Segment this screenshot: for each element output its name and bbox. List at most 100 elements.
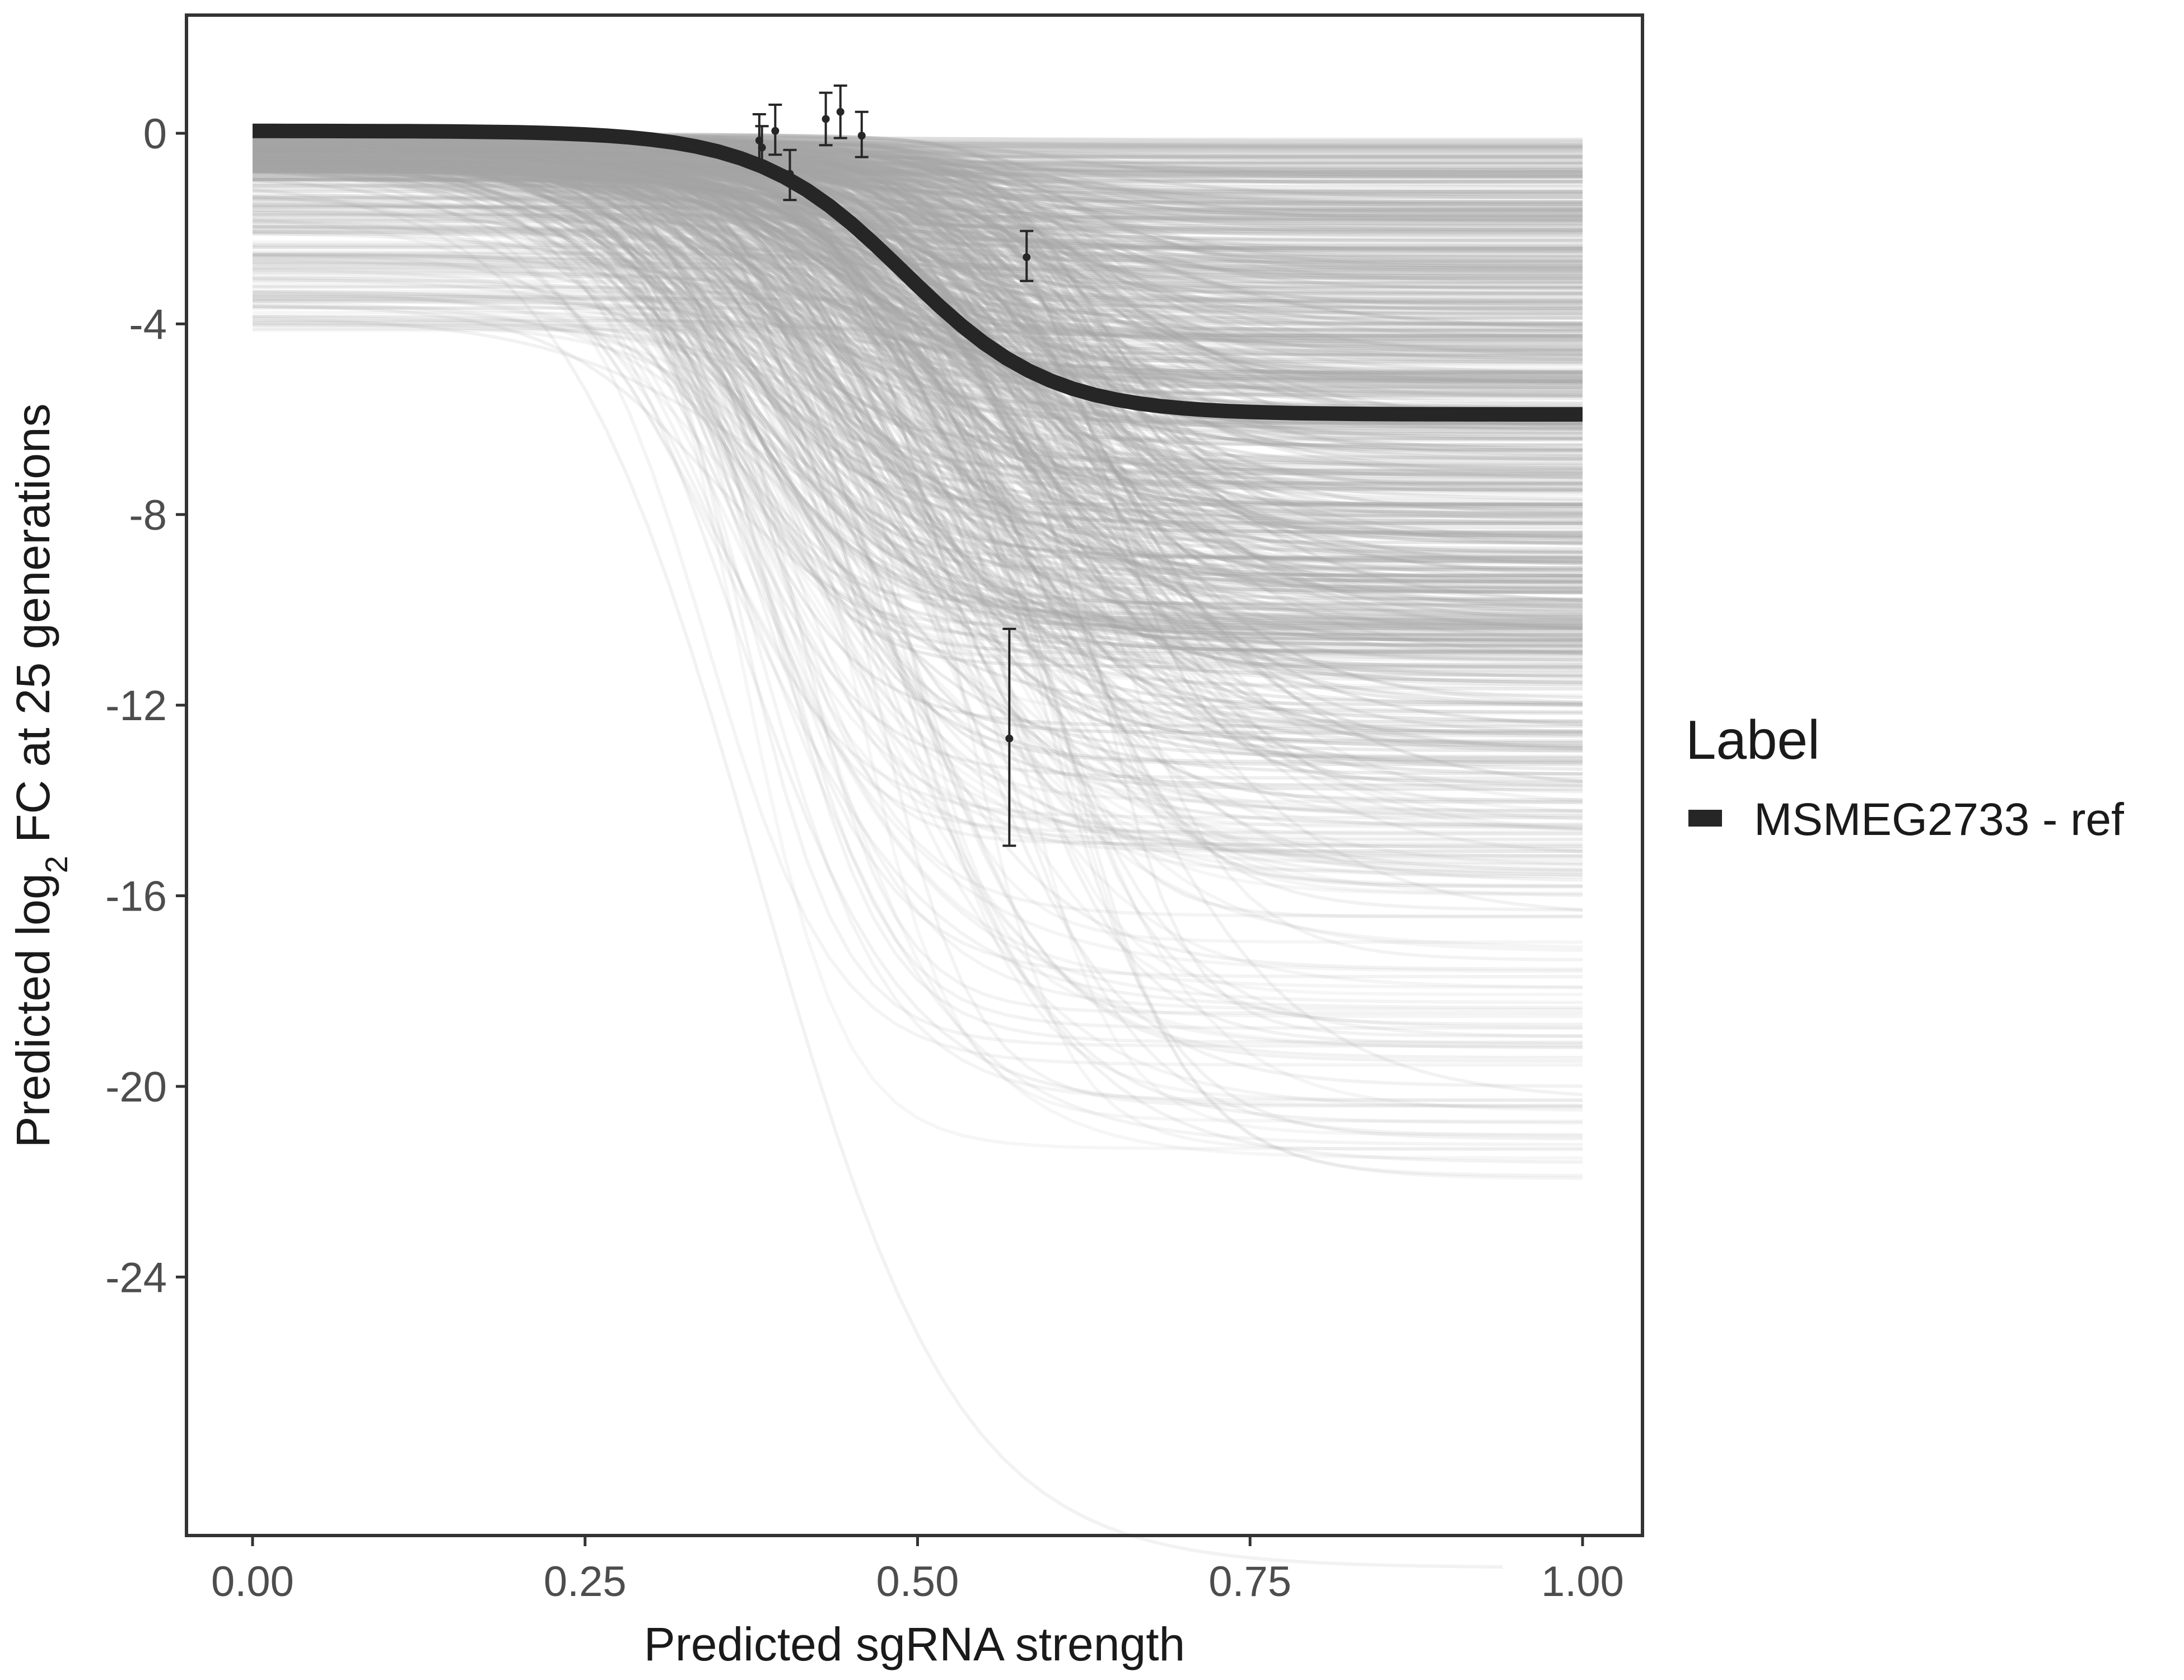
posterior-draw-line xyxy=(252,155,1583,503)
posterior-draw-line xyxy=(253,164,1583,218)
posterior-draw-line xyxy=(253,168,1583,651)
posterior-draw-line xyxy=(252,211,1583,573)
posterior-draw-line xyxy=(252,268,1583,638)
posterior-draw-line xyxy=(252,166,1583,386)
posterior-draw-line xyxy=(252,151,1583,589)
posterior-draw-line xyxy=(253,157,1583,374)
posterior-draw-line xyxy=(253,167,1583,517)
posterior-draw-line xyxy=(252,148,1583,679)
plot-border xyxy=(185,13,1644,1537)
posterior-draw-line xyxy=(253,142,1583,889)
posterior-draw-line xyxy=(252,147,1583,871)
posterior-draw-line xyxy=(253,166,1583,194)
posterior-draw-line xyxy=(252,161,1583,389)
posterior-draw-line xyxy=(252,159,1583,585)
posterior-draw-line xyxy=(253,170,1583,364)
posterior-draw-line xyxy=(252,148,1583,677)
plot-background xyxy=(186,15,1642,1536)
y-axis-title-suffix: FC at 25 generations xyxy=(7,403,59,856)
posterior-draw-line xyxy=(252,134,1583,280)
posterior-draw-line xyxy=(253,205,1583,295)
posterior-draw-line xyxy=(253,146,1583,194)
y-tick-label: 0 xyxy=(143,110,167,158)
data-point-marker xyxy=(786,170,794,178)
posterior-draw-line xyxy=(252,171,1583,1109)
posterior-draw-line xyxy=(252,164,1583,478)
posterior-draw-line xyxy=(252,305,1583,648)
posterior-draw-line xyxy=(252,150,1583,639)
posterior-draw-line xyxy=(253,143,1583,666)
data-point-marker xyxy=(1005,734,1014,743)
posterior-draw-line xyxy=(252,169,1583,361)
posterior-draw-line xyxy=(253,142,1583,310)
posterior-draw-line xyxy=(252,169,1583,728)
posterior-draw-line xyxy=(252,146,1583,664)
posterior-draw-line xyxy=(253,157,1583,1151)
posterior-draw-line xyxy=(253,154,1583,324)
posterior-draw-line xyxy=(253,144,1583,151)
posterior-draw-line xyxy=(253,144,1583,328)
posterior-draw-line xyxy=(253,156,1583,944)
posterior-draw-line xyxy=(252,152,1583,384)
posterior-draw-line xyxy=(252,163,1583,837)
posterior-draw-line xyxy=(253,136,1583,272)
posterior-draws xyxy=(252,132,1583,1569)
posterior-draw-line xyxy=(252,181,1583,971)
posterior-draw-line xyxy=(253,160,1583,507)
posterior-draw-line xyxy=(252,158,1583,657)
posterior-draw-line xyxy=(253,148,1583,624)
posterior-draw-line xyxy=(252,158,1583,380)
posterior-draw-line xyxy=(252,164,1583,207)
posterior-draw-line xyxy=(253,203,1583,635)
reference-curve-layer xyxy=(253,123,1583,422)
posterior-draw-line xyxy=(252,153,1583,357)
posterior-draw-line xyxy=(252,164,1583,250)
posterior-draw-line xyxy=(253,152,1583,158)
posterior-draw-line xyxy=(253,139,1583,312)
posterior-draw-line xyxy=(252,169,1583,554)
posterior-draw-line xyxy=(252,167,1583,361)
posterior-draw-line xyxy=(252,167,1583,526)
posterior-draw-line xyxy=(253,146,1583,172)
y-tick-label: -24 xyxy=(105,1254,167,1301)
y-axis-title-subscript: 2 xyxy=(39,856,74,873)
posterior-draw-line xyxy=(253,165,1583,171)
posterior-draw-line xyxy=(252,156,1583,617)
posterior-draw-line xyxy=(252,142,1583,594)
posterior-draw-line xyxy=(253,148,1583,154)
posterior-draw-line xyxy=(252,168,1583,989)
posterior-draw-line xyxy=(252,155,1583,821)
posterior-draw-line xyxy=(252,160,1583,949)
posterior-draw-line xyxy=(252,155,1583,609)
posterior-draw-line xyxy=(252,178,1583,714)
posterior-draw-line xyxy=(253,254,1583,427)
posterior-draw-line xyxy=(252,166,1583,507)
posterior-draw-line xyxy=(253,167,1583,461)
posterior-draw-line xyxy=(253,142,1583,441)
posterior-draw-line xyxy=(252,164,1583,1044)
posterior-draw-line xyxy=(252,143,1583,644)
posterior-draw-line xyxy=(252,143,1583,400)
posterior-draw-line xyxy=(253,138,1583,214)
posterior-draw-line xyxy=(253,141,1583,147)
posterior-draw-line xyxy=(252,145,1583,425)
posterior-draw-line xyxy=(252,162,1583,780)
posterior-draw-line xyxy=(253,161,1583,626)
posterior-draw-line xyxy=(252,171,1583,989)
posterior-draw-line xyxy=(252,189,1583,1088)
posterior-draw-line xyxy=(253,155,1583,311)
posterior-draw-line xyxy=(253,165,1583,577)
posterior-draw-line xyxy=(253,150,1583,253)
posterior-draw-line xyxy=(253,146,1583,281)
posterior-draw-line xyxy=(252,152,1583,1048)
posterior-draw-line xyxy=(253,169,1583,242)
posterior-draw-line xyxy=(252,157,1583,394)
posterior-draw-line xyxy=(253,159,1583,1180)
posterior-draw-line xyxy=(252,167,1583,858)
posterior-draw-line xyxy=(253,138,1583,199)
posterior-draw-line xyxy=(252,138,1583,178)
posterior-draw-line xyxy=(252,155,1583,484)
posterior-draw-line xyxy=(252,144,1583,882)
posterior-draw-line xyxy=(253,164,1583,231)
